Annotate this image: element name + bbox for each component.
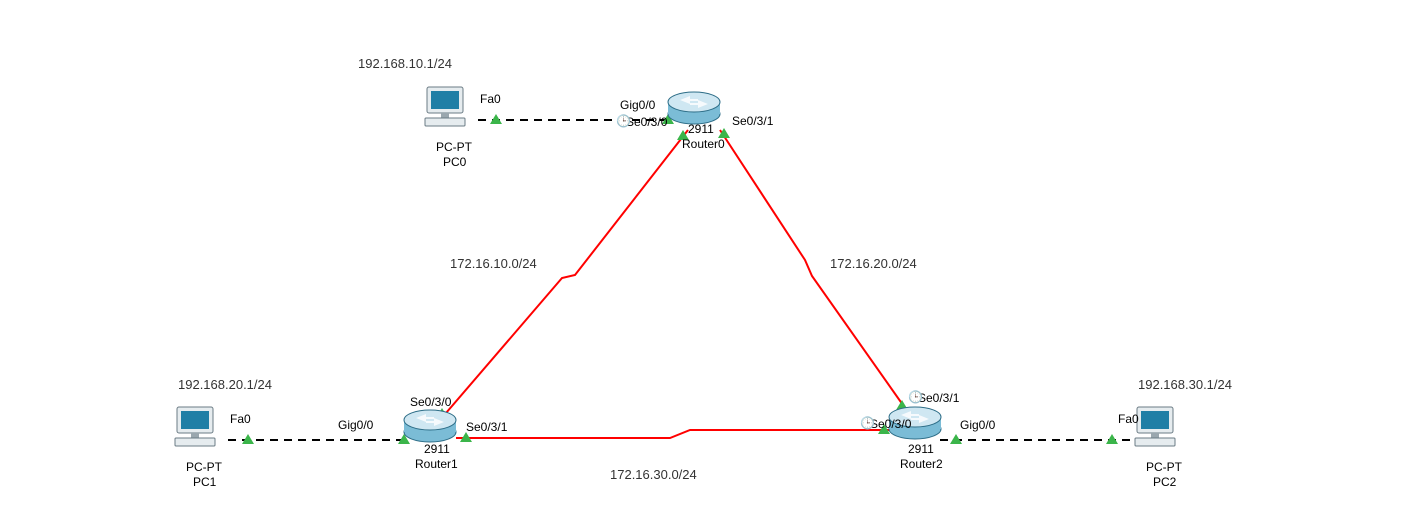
- port-label-pc2-fa0: Fa0: [1118, 412, 1139, 426]
- network-label-r1-r2: 172.16.30.0/24: [610, 467, 697, 482]
- device-model-router1: 2911: [424, 442, 450, 456]
- device-model-pc1: PC-PT: [186, 460, 222, 474]
- host-network-pc2: 192.168.30.1/24: [1138, 377, 1232, 392]
- host-network-pc0: 192.168.10.1/24: [358, 56, 452, 71]
- port-label-router2-gig00: Gig0/0: [960, 418, 995, 432]
- port-label-router0-gig00: Gig0/0: [620, 98, 655, 112]
- device-name-pc1: PC1: [193, 475, 216, 489]
- port-label-router0-se030: Se0/3/0: [626, 115, 667, 129]
- port-label-router1-gig00: Gig0/0: [338, 418, 373, 432]
- port-label-router0-se031: Se0/3/1: [732, 114, 773, 128]
- port-label-router1-se030: Se0/3/0: [410, 395, 451, 409]
- device-name-router1: Router1: [415, 457, 458, 471]
- device-name-pc0: PC0: [443, 155, 466, 169]
- device-name-router0: Router0: [682, 137, 725, 151]
- clock-icon: 🕒: [860, 416, 875, 430]
- device-model-router2: 2911: [908, 442, 934, 456]
- network-label-r0-r2: 172.16.20.0/24: [830, 256, 917, 271]
- port-label-router2-se031: Se0/3/1: [918, 391, 959, 405]
- port-label-router1-se031: Se0/3/1: [466, 420, 507, 434]
- device-name-pc2: PC2: [1153, 475, 1176, 489]
- port-label-router2-se030: Se0/3/0: [870, 417, 911, 431]
- clock-icon: 🕒: [616, 114, 631, 128]
- network-diagram: 172.16.10.0/24 172.16.20.0/24 172.16.30.0/…: [0, 0, 1406, 510]
- device-model-pc2: PC-PT: [1146, 460, 1182, 474]
- network-label-r0-r1: 172.16.10.0/24: [450, 256, 537, 271]
- clock-icon: 🕒: [908, 390, 923, 404]
- device-model-router0: 2911: [688, 122, 714, 136]
- port-label-pc0-fa0: Fa0: [480, 92, 501, 106]
- host-network-pc1: 192.168.20.1/24: [178, 377, 272, 392]
- port-label-pc1-fa0: Fa0: [230, 412, 251, 426]
- device-name-router2: Router2: [900, 457, 943, 471]
- labels-layer: 172.16.10.0/24 172.16.20.0/24 172.16.30.0/…: [0, 0, 1406, 510]
- device-model-pc0: PC-PT: [436, 140, 472, 154]
